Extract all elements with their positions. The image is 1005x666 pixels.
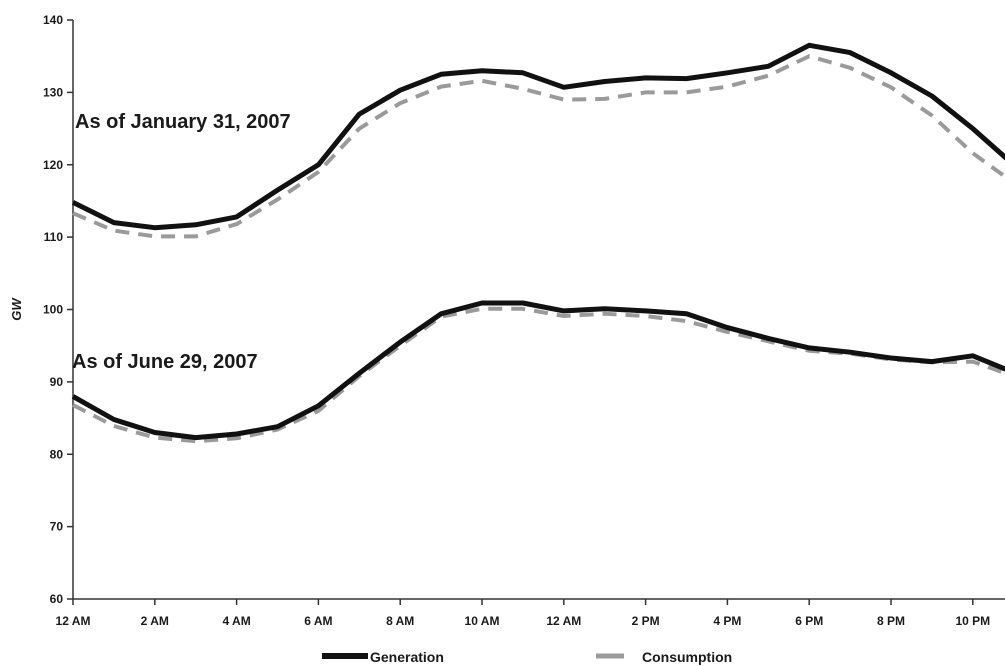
annotation-january: As of January 31, 2007 bbox=[75, 111, 291, 133]
legend-generation-label: Generation bbox=[370, 649, 444, 665]
y-tick-label: 120 bbox=[43, 158, 63, 172]
y-tick-label: 90 bbox=[50, 375, 64, 389]
y-tick-label: 130 bbox=[43, 85, 63, 99]
x-tick-label: 10 PM bbox=[955, 614, 990, 628]
x-tick-label: 8 PM bbox=[877, 614, 905, 628]
y-axis-label: GW bbox=[9, 297, 24, 321]
annotation-june: As of June 29, 2007 bbox=[72, 351, 258, 373]
y-tick-label: 100 bbox=[43, 303, 63, 317]
x-tick-label: 2 PM bbox=[632, 614, 660, 628]
x-tick-label: 6 PM bbox=[795, 614, 823, 628]
x-tick-label: 8 AM bbox=[386, 614, 414, 628]
y-tick-label: 140 bbox=[43, 13, 63, 27]
y-tick-label: 110 bbox=[44, 230, 64, 244]
january-consumption-line bbox=[72, 54, 1005, 239]
y-tick-label: 60 bbox=[50, 592, 64, 606]
series-layer bbox=[71, 42, 1005, 444]
x-tick-label: 4 AM bbox=[222, 614, 250, 628]
y-axis: 60 70 80 90 100 110 120 130 140 GW bbox=[9, 13, 74, 606]
x-tick-label: 4 PM bbox=[713, 614, 741, 628]
y-tick-label: 70 bbox=[50, 520, 64, 534]
x-tick-label: 12 AM bbox=[546, 614, 581, 628]
x-tick-label: 6 AM bbox=[304, 614, 332, 628]
legend: Generation Consumption bbox=[322, 649, 732, 665]
x-tick-label: 2 AM bbox=[141, 614, 169, 628]
legend-consumption-label: Consumption bbox=[642, 649, 732, 665]
annotation-layer: As of January 31, 2007 As of June 29, 200… bbox=[72, 111, 291, 373]
y-tick-label: 80 bbox=[50, 447, 64, 461]
june-generation-line bbox=[71, 300, 1005, 441]
june-consumption-line bbox=[72, 306, 1005, 444]
x-tick-label: 10 AM bbox=[465, 614, 500, 628]
x-axis: 12 AM 2 AM 4 AM 6 AM 8 AM 10 AM 12 AM 2 PM 4 PM 6… bbox=[56, 598, 1005, 628]
january-generation-line bbox=[71, 42, 1005, 231]
x-tick-label: 12 AM bbox=[56, 614, 91, 628]
